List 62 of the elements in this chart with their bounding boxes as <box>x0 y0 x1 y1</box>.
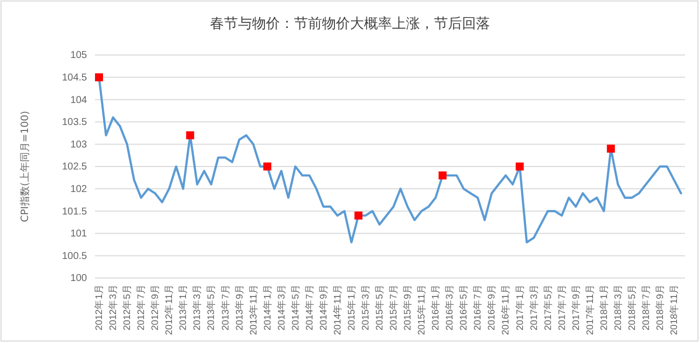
y-tick-label: 101 <box>70 228 88 240</box>
x-tick-label: 2018年11月 <box>668 284 680 335</box>
y-axis-title: CPI指数(上年同月=100) <box>19 110 31 222</box>
x-tick-label: 2017年1月 <box>514 284 526 330</box>
x-tick-label: 2013年7月 <box>219 284 232 330</box>
x-tick-label: 2018年5月 <box>626 284 638 330</box>
y-tick-label: 102.5 <box>62 162 88 173</box>
x-tick-label: 2016年7月 <box>472 284 484 330</box>
x-tick-label: 2015年7月 <box>388 284 400 330</box>
point <box>95 73 103 82</box>
x-tick-label: 2018年1月 <box>598 284 610 330</box>
x-tick-label: 2014年1月 <box>261 284 274 330</box>
x-tick-label: 2014年3月 <box>275 284 288 330</box>
x-tick-label: 2012年7月 <box>135 284 148 330</box>
x-tick-label: 2012年1月 <box>93 284 106 330</box>
x-tick-label: 2013年3月 <box>191 284 204 330</box>
x-tick-label: 2013年11月 <box>247 284 260 335</box>
x-tick-label: 2014年7月 <box>303 284 316 330</box>
y-tick-label: 103.5 <box>62 117 88 128</box>
x-tick-label: 2017年9月 <box>570 284 582 330</box>
x-tick-label: 2017年7月 <box>556 284 568 330</box>
y-tick-label: 101.5 <box>62 206 88 218</box>
x-tick-label: 2015年9月 <box>402 284 414 330</box>
y-tick-label: 103 <box>70 139 88 150</box>
x-tick-label: 2016年1月 <box>430 284 442 330</box>
x-tick-label: 2014年11月 <box>331 284 344 335</box>
x-tick-label: 2014年9月 <box>317 284 330 330</box>
x-tick-label: 2017年11月 <box>584 284 596 335</box>
point <box>438 171 447 180</box>
point <box>263 162 272 170</box>
y-tick-label: 104 <box>70 94 88 106</box>
x-tick-label: 2013年1月 <box>177 284 190 330</box>
chart-title: 春节与物价：节前物价大概率上涨，节后回落 <box>210 16 490 32</box>
x-tick-label: 2016年5月 <box>458 284 470 330</box>
x-tick-label: 2015年1月 <box>345 284 358 330</box>
x-tick-label: 2018年9月 <box>654 284 666 330</box>
x-tick-label: 2012年11月 <box>163 284 176 335</box>
y-tick-label: 105 <box>70 50 88 62</box>
y-tick-label: 104.5 <box>62 72 88 84</box>
y-tick-label: 102 <box>70 184 88 195</box>
y-tick-label: 100 <box>70 273 88 284</box>
x-tick-label: 2016年11月 <box>500 284 512 335</box>
x-tick-label: 2013年9月 <box>233 284 246 330</box>
x-tick-label: 2016年9月 <box>486 284 498 330</box>
x-tick-label: 2017年3月 <box>528 284 540 330</box>
x-tick-label: 2014年5月 <box>289 284 302 330</box>
point <box>516 162 524 170</box>
x-tick-label: 2015年5月 <box>374 284 386 330</box>
y-tick-label: 100.5 <box>62 250 88 262</box>
x-tick-label: 2017年5月 <box>542 284 554 330</box>
x-tick-label: 2018年3月 <box>612 284 624 330</box>
x-tick-label: 2018年7月 <box>640 284 652 330</box>
point <box>354 212 362 220</box>
x-tick-label: 2015年3月 <box>360 284 372 330</box>
x-tick-label: 2012年3月 <box>107 284 120 330</box>
point <box>186 131 194 140</box>
x-tick-label: 2015年11月 <box>416 284 428 335</box>
point <box>606 144 615 153</box>
x-tick-label: 2016年3月 <box>444 284 456 330</box>
x-tick-label: 2012年5月 <box>121 284 134 330</box>
x-tick-label: 2012年9月 <box>149 284 162 330</box>
x-tick-label: 2013年5月 <box>205 284 218 330</box>
